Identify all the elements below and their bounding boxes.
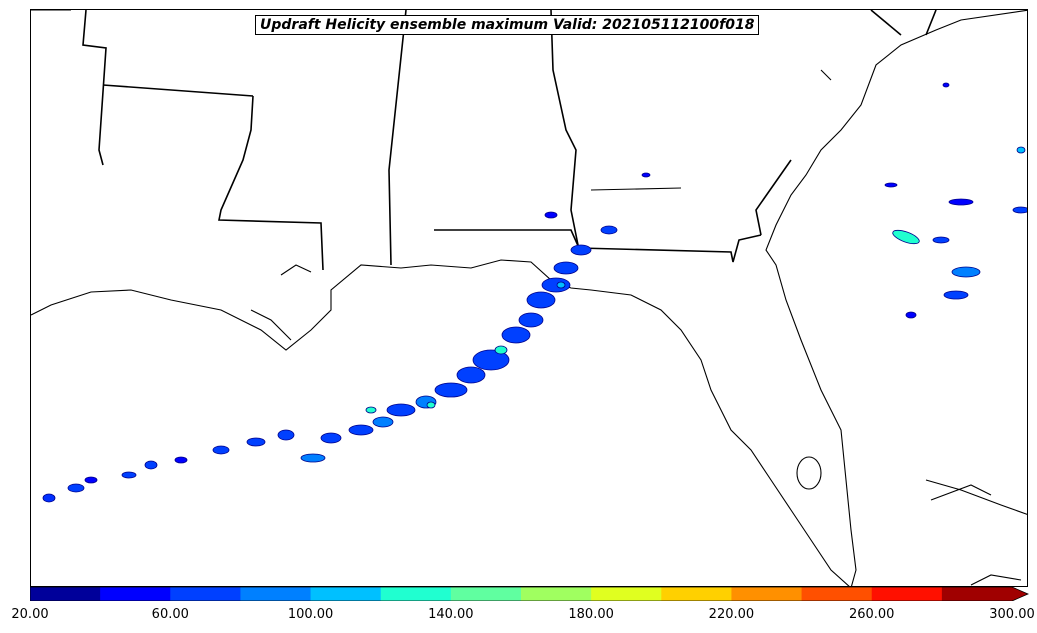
- coastline: [31, 10, 1027, 586]
- colorbar-tick-label: 260.00: [848, 607, 895, 622]
- colorbar-segment: [450, 587, 522, 601]
- map-canvas: [31, 10, 1027, 586]
- colorbar-segment: [941, 587, 1013, 601]
- colorbar-segment: [591, 587, 662, 601]
- colorbar-tick-label: 180.00: [568, 607, 614, 622]
- colorbar: [30, 587, 1029, 601]
- colorbar-extend-arrow: [1012, 587, 1028, 601]
- colorbar-segment: [731, 587, 803, 601]
- state-borders: [82, 10, 937, 271]
- colorbar-segment: [521, 587, 592, 601]
- colorbar-segment: [871, 587, 943, 601]
- colorbar-tick-label: 300.00: [989, 607, 1035, 622]
- colorbar-segment: [100, 587, 171, 601]
- colorbar-segment: [661, 587, 732, 601]
- colorbar-tick-label: 100.00: [287, 607, 334, 622]
- colorbar-segment: [310, 587, 382, 601]
- colorbar-segment: [170, 587, 241, 601]
- helicity-contours: [42, 82, 1027, 503]
- colorbar-tick-label: 220.00: [708, 607, 755, 622]
- map-title: Updraft Helicity ensemble maximum Valid:…: [255, 15, 760, 35]
- colorbar-tick-label: 20.00: [11, 607, 49, 622]
- colorbar-tick-label: 140.00: [428, 607, 474, 622]
- colorbar-segment: [30, 587, 101, 601]
- colorbar-segment: [380, 587, 452, 601]
- colorbar-segment: [801, 587, 873, 601]
- colorbar-segment: [240, 587, 312, 601]
- map-frame: Updraft Helicity ensemble maximum Valid:…: [30, 9, 1028, 587]
- colorbar-tick-label: 60.00: [151, 607, 189, 622]
